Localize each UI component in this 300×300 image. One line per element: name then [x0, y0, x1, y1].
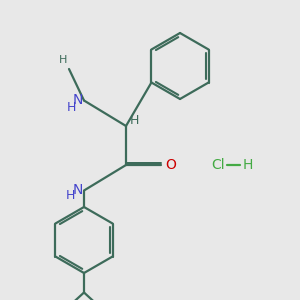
- Text: H: H: [243, 158, 254, 172]
- Text: H: H: [66, 189, 76, 203]
- Text: H: H: [59, 56, 68, 65]
- Text: N: N: [72, 94, 83, 107]
- Text: O: O: [165, 158, 176, 172]
- Text: H: H: [67, 100, 76, 114]
- Text: Cl: Cl: [212, 158, 225, 172]
- Text: N: N: [72, 184, 83, 197]
- Text: H: H: [130, 114, 139, 127]
